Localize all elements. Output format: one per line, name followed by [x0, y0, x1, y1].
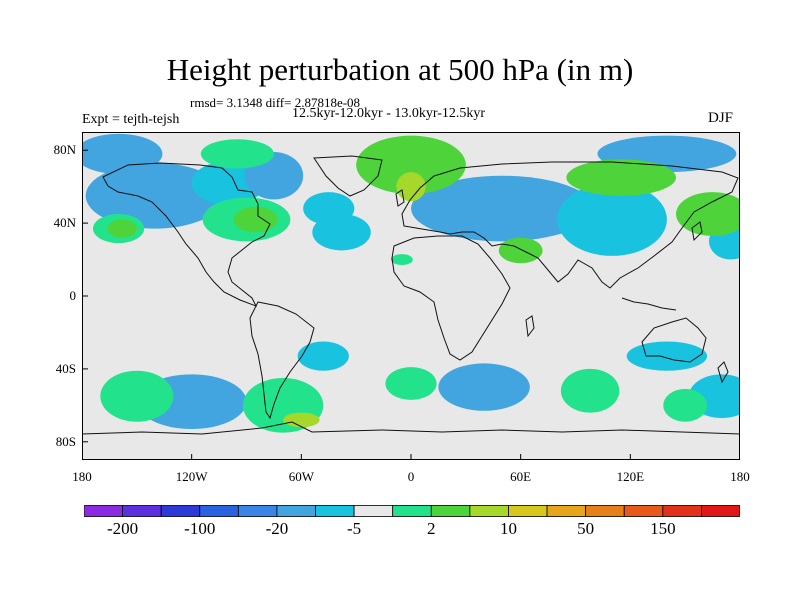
anomaly-region-21	[396, 172, 426, 202]
anomaly-region-30	[560, 368, 620, 413]
x-tick-label: 60W	[288, 469, 314, 484]
anomaly-region-1	[85, 162, 225, 229]
anomaly-region-25	[390, 254, 413, 266]
anomaly-region-6	[411, 175, 594, 242]
colorbar-label: 10	[499, 519, 517, 538]
y-tick-label: 40S	[55, 360, 76, 376]
coast-british-isles	[395, 189, 405, 207]
colorbar-box	[585, 505, 625, 517]
anomaly-region-28	[283, 412, 320, 428]
colorbar-box	[662, 505, 702, 517]
anomaly-region-12	[438, 363, 530, 411]
period-label: 12.5kyr-12.0kyr - 13.0kyr-12.5kyr	[292, 106, 486, 121]
anomaly-region-11	[297, 341, 349, 371]
x-tick-label: 120E	[616, 469, 645, 484]
coast-antarctica	[82, 421, 740, 435]
colorbar-box	[508, 505, 548, 517]
coast-japan	[691, 221, 703, 242]
anomaly-region-5	[303, 192, 355, 225]
anomaly-region-31	[663, 388, 708, 422]
coast-indonesia	[621, 297, 677, 311]
colorbar-box	[430, 505, 471, 517]
x-tick-label: 180	[730, 469, 750, 484]
anomaly-region-29	[385, 367, 437, 400]
colorbar-box	[701, 505, 740, 517]
anomaly-region-16	[233, 206, 278, 233]
anomaly-region-20	[356, 135, 466, 194]
anomaly-region-26	[100, 370, 174, 422]
colorbar-box	[315, 505, 355, 517]
colorbar-label: -20	[265, 519, 289, 538]
colorbar-box	[469, 505, 509, 517]
anomaly-fields	[82, 133, 740, 433]
coast-eurasia	[401, 161, 739, 289]
colorbar-label: -200	[106, 519, 139, 538]
coast-north-america	[102, 162, 271, 307]
season-label: DJF	[708, 110, 734, 126]
anomaly-region-13	[626, 341, 708, 371]
experiment-label: Expt = tejth-tejsh	[82, 112, 180, 127]
anomaly-region-18	[107, 219, 137, 238]
colorbar-box	[546, 505, 587, 517]
colorbar-box	[199, 505, 239, 517]
colorbar-box	[353, 505, 394, 517]
colorbar-label: 2	[427, 519, 436, 538]
colorbar-box	[237, 505, 278, 517]
y-tick-label: 80S	[55, 433, 76, 449]
coastlines	[82, 155, 740, 435]
anomaly-region-23	[676, 192, 740, 236]
colorbar-box	[392, 505, 432, 517]
y-tick-label: 0	[69, 288, 77, 303]
colorbar-label: 150	[650, 519, 676, 538]
coast-greenland	[313, 155, 383, 197]
map-title: Height perturbation at 500 hPa (in m)	[166, 52, 634, 87]
coast-new-zealand	[717, 361, 729, 384]
colorbar-label: 50	[577, 519, 595, 538]
colorbar-box	[122, 505, 162, 517]
colorbar-box	[160, 505, 201, 517]
anomaly-region-19	[200, 139, 274, 169]
y-tick-label: 40N	[53, 215, 76, 231]
colorbar-box	[84, 505, 123, 517]
x-tick-label: 60E	[510, 469, 532, 484]
coast-africa	[391, 235, 511, 361]
world-map	[82, 132, 740, 460]
colorbar-label: -100	[184, 519, 216, 538]
coast-australia	[641, 317, 707, 363]
anomaly-region-22	[566, 159, 677, 196]
anomaly-region-24	[498, 237, 543, 264]
x-tick-label: 120W	[175, 469, 208, 484]
rmsd-diff-label: rmsd= 3.1348 diff= 2.87818e-08	[190, 95, 361, 110]
coast-south-america	[249, 301, 315, 420]
colorbar-box	[276, 505, 316, 517]
colorbar-label: -5	[347, 519, 362, 538]
axis-ticks	[82, 149, 740, 460]
x-tick-label: 180	[72, 469, 92, 484]
y-tick-label: 80N	[53, 142, 76, 158]
anomaly-region-7	[557, 183, 667, 256]
colorbar	[84, 505, 740, 517]
colorbar-boxes	[84, 505, 740, 517]
coast-madagascar	[525, 315, 535, 338]
x-tick-label: 0	[407, 469, 415, 484]
colorbar-box	[623, 505, 664, 517]
